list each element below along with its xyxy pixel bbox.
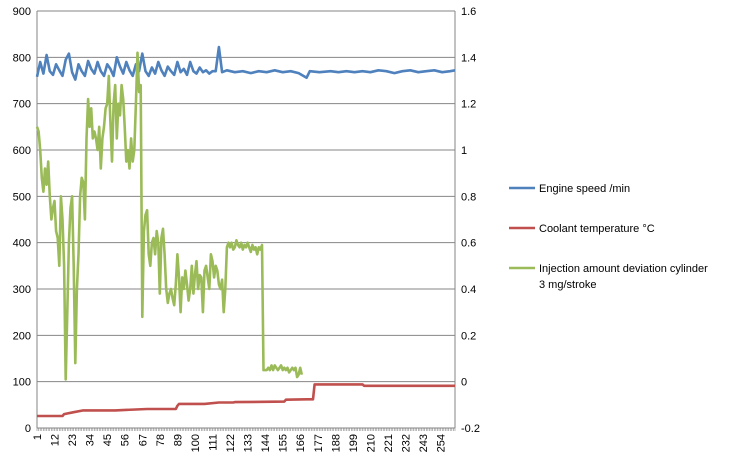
x-tick-label: 243 [418,434,430,452]
series-line-0 [35,45,456,81]
x-tick-label: 56 [120,434,132,446]
x-tick-label: 111 [207,434,219,451]
x-tick-label: 1 [32,434,44,440]
series-line-2 [35,51,304,381]
y-right-tick-label: 0.8 [461,191,476,203]
y-left-tick-label: 100 [13,377,31,389]
x-tick-label: 166 [295,434,307,452]
x-tick-label: 221 [383,434,395,452]
legend-label: Engine speed /min [539,183,630,195]
y-left-tick-label: 0 [25,423,31,435]
x-tick-label: 188 [330,434,342,452]
x-tick-label: 133 [243,434,255,452]
x-tick-label: 34 [85,434,97,446]
y-right-tick-label: 1.2 [461,99,476,111]
y-right-tick-label: 0.2 [461,330,476,342]
axis-layer: 0 100 200 300 400 500 600 700 800 900 -0.2 0 0.2 0.4 0… [13,6,480,452]
x-tick-label: 155 [278,434,290,452]
x-tick-label: 89 [172,434,184,446]
x-tick-label: 232 [401,434,413,452]
x-tick-label: 45 [102,434,114,446]
y-left-tick-label: 900 [13,6,31,18]
y-left-tick-label: 800 [13,52,31,64]
x-tick-label: 23 [67,434,79,446]
x-tick-label: 100 [190,434,202,452]
y-left-tick-label: 200 [13,330,31,342]
x-tick-label: 144 [260,434,272,452]
y-left-tick-label: 300 [13,284,31,296]
y-right-tick-label: -0.2 [461,423,480,435]
x-tick-label: 254 [436,434,448,452]
x-tick-label: 67 [137,434,149,446]
y-right-tick-label: 0.6 [461,238,476,250]
y-right-tick-label: 1.4 [461,52,476,64]
x-tick-label: 177 [313,434,325,452]
y-right-tick-label: 0 [461,377,467,389]
y-right-tick-label: 1.6 [461,6,476,18]
y-right-tick-label: 0.4 [461,284,476,296]
series-line-1 [37,383,455,418]
y-left-tick-label: 600 [13,145,31,157]
x-tick-label: 122 [225,434,237,452]
x-tick-label: 78 [155,434,167,446]
series-layer [35,45,456,418]
y-right-tick-label: 1 [461,145,467,157]
x-tick-label: 199 [348,434,360,452]
y-left-tick-label: 500 [13,191,31,203]
x-tick-label: 12 [50,434,62,446]
grid-layer [37,10,455,429]
y-left-tick-label: 700 [13,99,31,111]
legend-label: Injection amount deviation cylinder 3 mg/… [539,263,708,291]
y-left-tick-label: 400 [13,238,31,250]
legend-layer: Engine speed /min Coolant temperature °C I… [509,183,708,291]
legend-label: Coolant temperature °C [539,223,655,235]
x-tick-label: 210 [365,434,377,452]
